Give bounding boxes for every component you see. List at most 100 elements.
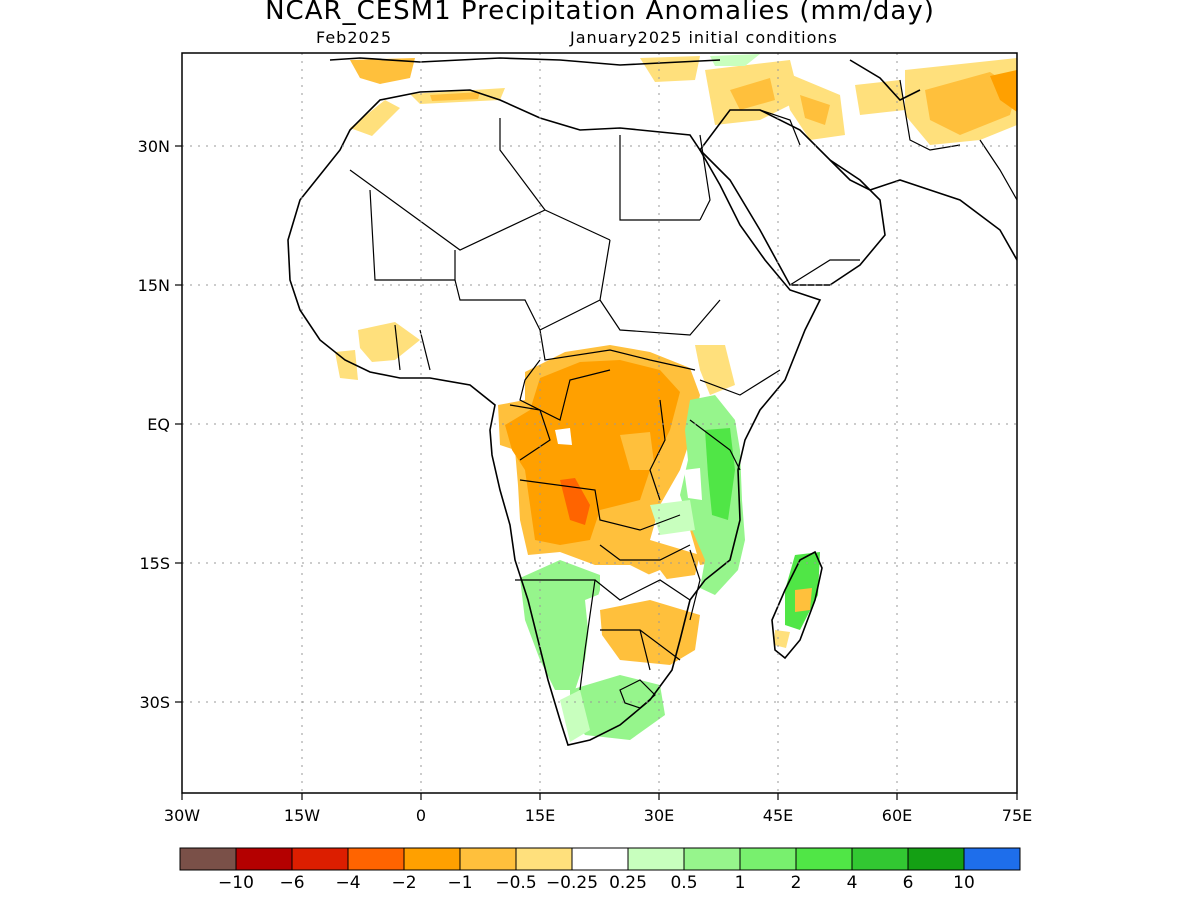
- persian-gulf-coast: [829, 159, 1017, 261]
- colorbar-swatch: [235, 847, 293, 871]
- anomaly-region-iraq-core: [800, 95, 830, 125]
- border-line: [979, 139, 1017, 201]
- anomaly-region-south-africa-wet: [570, 675, 665, 740]
- lon-label: 30W: [164, 806, 200, 825]
- arabia-coastline: [698, 109, 886, 286]
- anomaly-region-congo-white-1: [555, 428, 572, 445]
- lat-label: 15S: [139, 554, 170, 573]
- lon-label: 15W: [284, 806, 320, 825]
- anomaly-region-tanzania-white: [684, 468, 702, 500]
- anomaly-region-turkey-core: [730, 78, 775, 110]
- border-line: [699, 134, 711, 221]
- caspian-coast: [849, 59, 921, 101]
- border-line: [594, 579, 691, 601]
- lon-label: 75E: [1002, 806, 1032, 825]
- border-line: [539, 329, 696, 371]
- map-title: NCAR_CESM1 Precipitation Anomalies (mm/d…: [265, 0, 935, 26]
- anomaly-field: [335, 54, 1017, 742]
- anomaly-region-south-africa-light: [560, 690, 590, 742]
- colorbar-swatch: [459, 847, 517, 871]
- border-line: [519, 479, 681, 531]
- border-line: [499, 118, 546, 211]
- border-line: [394, 324, 401, 371]
- colorbar-swatch: [963, 847, 1021, 871]
- anomaly-region-morocco-coast: [350, 58, 415, 84]
- lat-label: 30S: [139, 693, 170, 712]
- border-line: [759, 109, 801, 146]
- colorbar-label: −1: [447, 873, 472, 893]
- lon-label: 0: [416, 806, 426, 825]
- lat-axis-labels: 30N 15N EQ 15S 30S: [138, 137, 170, 712]
- anomaly-region-angola-core: [560, 478, 590, 525]
- coastlines: [287, 57, 1017, 746]
- lat-label: 15N: [138, 276, 170, 295]
- europe-coast: [329, 57, 721, 66]
- colorbar-swatch: [627, 847, 685, 871]
- lon-label: 15E: [525, 806, 555, 825]
- border-line: [649, 399, 666, 501]
- anomaly-region-west-africa-coast: [358, 322, 420, 362]
- colorbar-label: −10: [218, 873, 254, 893]
- forecast-month-label: Feb2025: [316, 28, 393, 47]
- lat-label: EQ: [147, 415, 170, 434]
- lon-label: 45E: [763, 806, 793, 825]
- colorbar-swatch: [179, 847, 237, 871]
- border-line: [699, 369, 781, 396]
- border-line: [689, 419, 741, 471]
- border-line: [454, 239, 611, 331]
- lon-axis-labels: 30W 15W 0 15E 30E 45E 60E 75E: [164, 806, 1032, 825]
- colorbar-label: 1: [735, 873, 746, 893]
- anomaly-region-madagascar-south: [774, 630, 790, 648]
- initial-conditions-label: January2025 initial conditions: [570, 28, 838, 47]
- colorbar-label: −2: [391, 873, 416, 893]
- lon-label: 60E: [882, 806, 912, 825]
- colorbar-swatch: [291, 847, 349, 871]
- border-line: [509, 404, 551, 461]
- lon-label: 30E: [644, 806, 674, 825]
- colorbar-swatch: [851, 847, 909, 871]
- colorbar-swatch: [739, 847, 797, 871]
- colorbar-label: 4: [847, 873, 858, 893]
- anomaly-region-med-strip-core: [430, 92, 480, 101]
- anomaly-region-namibia-wet: [520, 560, 600, 690]
- border-line: [599, 299, 721, 336]
- border-line: [349, 169, 611, 251]
- colorbar-label: 0.25: [609, 873, 647, 893]
- colorbar-label: 10: [953, 873, 975, 893]
- colorbar-label: 6: [903, 873, 914, 893]
- border-line: [689, 549, 701, 621]
- colorbar-swatch: [907, 847, 965, 871]
- border-line: [899, 79, 961, 151]
- country-borders: [349, 79, 1017, 709]
- colorbar-swatch: [571, 847, 629, 871]
- colorbar-label: −4: [335, 873, 360, 893]
- colorbar-swatch: [403, 847, 461, 871]
- border-line: [369, 189, 456, 281]
- colorbar: −10 −6 −4 −2 −1 −0.5 −0.25 0.25 0.5 1 2 4 6 10: [179, 847, 1021, 893]
- anomaly-region-afghanistan-core: [925, 72, 1017, 135]
- colorbar-label: −6: [279, 873, 304, 893]
- colorbar-label: −0.25: [546, 873, 598, 893]
- anomaly-region-iran-east: [855, 80, 905, 115]
- anomaly-region-kenya-wet-core: [705, 428, 735, 520]
- lat-label: 30N: [138, 137, 170, 156]
- colorbar-swatch: [347, 847, 405, 871]
- anomaly-region-caspian-wet: [710, 54, 760, 66]
- plot-frame: [181, 52, 1018, 794]
- colorbar-label: 0.5: [670, 873, 697, 893]
- colorbar-swatch: [795, 847, 853, 871]
- border-line: [599, 544, 691, 561]
- colorbar-swatch: [515, 847, 573, 871]
- border-line: [515, 579, 596, 691]
- colorbar-swatch: [683, 847, 741, 871]
- colorbar-label: 2: [791, 873, 802, 893]
- africa-coastline: [287, 89, 822, 746]
- madagascar-coastline: [771, 550, 823, 660]
- border-line: [639, 629, 651, 671]
- anomaly-region-ethiopia: [695, 345, 735, 395]
- graticule: [182, 53, 1017, 793]
- anomaly-region-greece: [640, 56, 700, 82]
- tick-marks: [175, 145, 1018, 800]
- anomaly-region-algeria-coast: [350, 100, 400, 136]
